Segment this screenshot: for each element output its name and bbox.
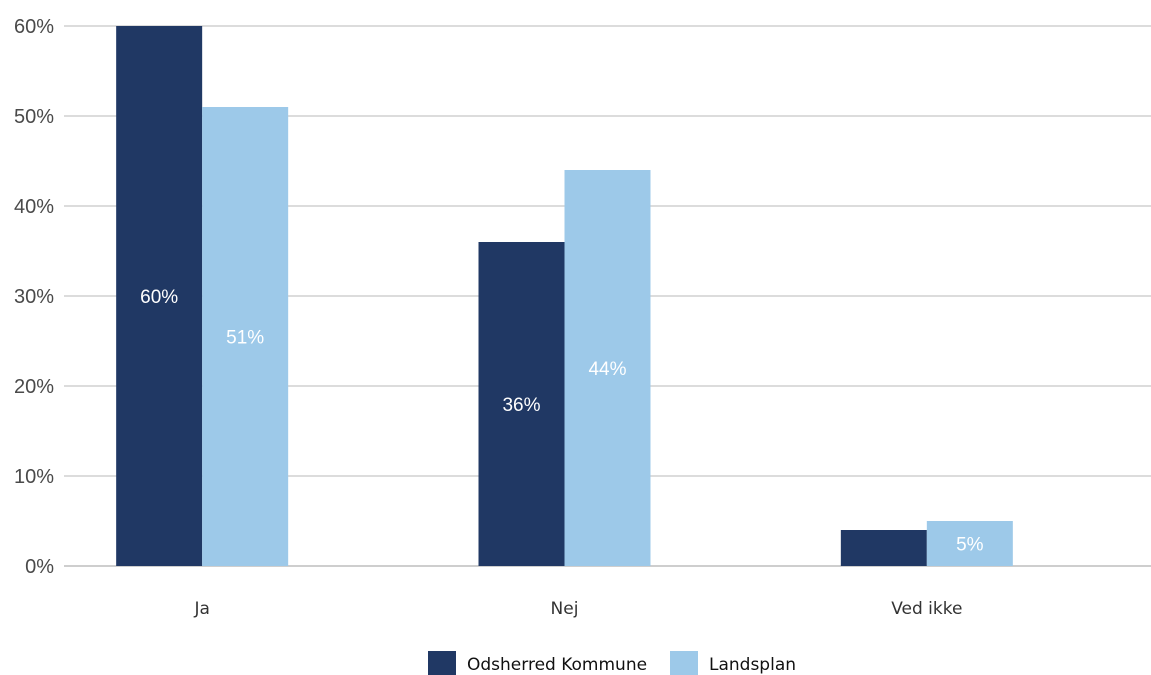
y-tick-label: 10%	[14, 466, 54, 488]
legend-swatch	[428, 651, 456, 675]
x-category-label: Ja	[193, 599, 209, 619]
data-label: 5%	[956, 535, 984, 556]
y-tick-label: 60%	[14, 16, 54, 38]
bar-odsherred-kommune-nej	[478, 242, 565, 566]
data-label: 51%	[226, 328, 264, 349]
bar-odsherred-kommune-ved-ikke	[840, 530, 927, 566]
y-axis-ticks: 0% 10% 20% 30% 40% 50% 60%	[14, 16, 54, 578]
y-tick-label: 40%	[14, 196, 54, 218]
x-category-label: Ved ikke	[891, 599, 962, 619]
bars	[116, 26, 1013, 566]
y-tick-label: 20%	[14, 376, 54, 398]
legend-label: Odsherred Kommune	[467, 655, 647, 675]
bar-landsplan-ja	[202, 107, 289, 566]
legend: Odsherred Kommune Landsplan	[428, 651, 796, 675]
legend-swatch	[670, 651, 698, 675]
data-label: 36%	[502, 395, 540, 416]
bar-landsplan-ved-ikke	[926, 521, 1013, 566]
data-label: 44%	[588, 359, 626, 380]
data-labels: 60% 51% 36% 44% 5%	[140, 287, 984, 556]
y-tick-label: 30%	[14, 286, 54, 308]
legend-label: Landsplan	[709, 655, 796, 675]
data-label: 60%	[140, 287, 178, 308]
x-axis-categories: Ja Nej Ved ikke	[193, 599, 962, 619]
y-tick-label: 0%	[25, 556, 54, 578]
bar-odsherred-kommune-ja	[116, 26, 203, 566]
x-category-label: Nej	[551, 599, 579, 619]
bar-landsplan-nej	[564, 170, 651, 566]
y-tick-label: 50%	[14, 106, 54, 128]
